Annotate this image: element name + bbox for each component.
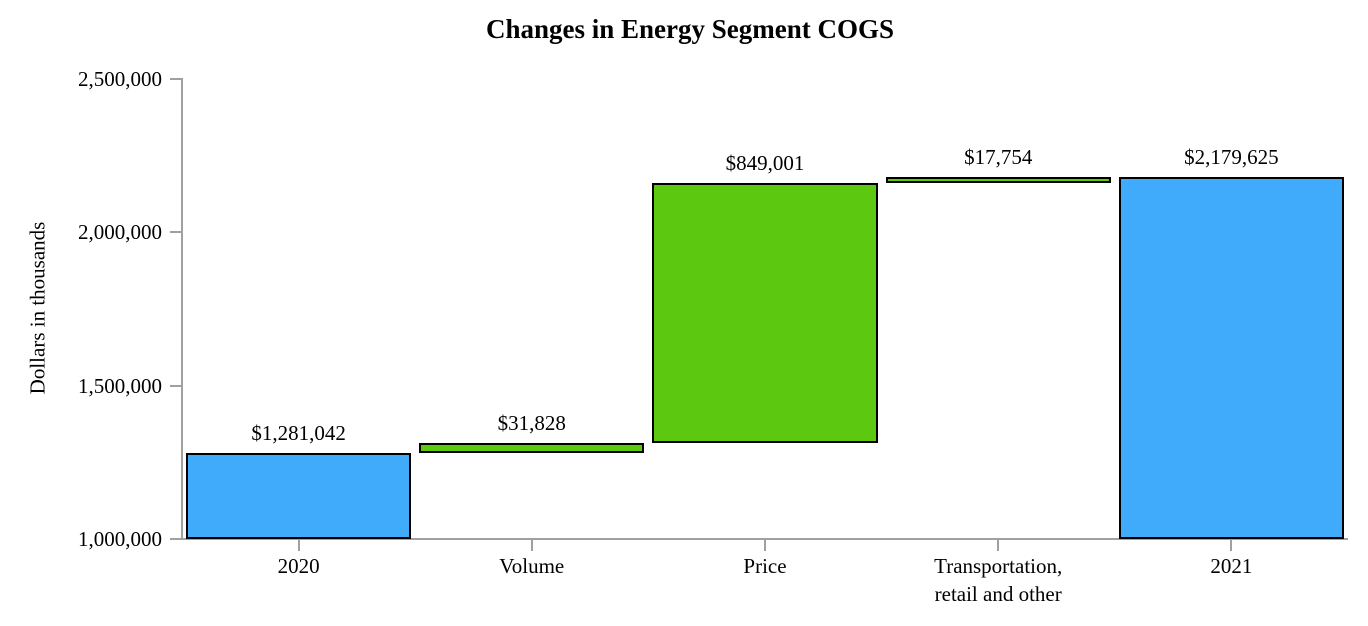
x-tick-mark	[764, 540, 766, 551]
y-tick-mark	[170, 78, 182, 80]
x-category-label-price: Price	[648, 552, 881, 580]
y-tick-mark	[170, 538, 182, 540]
y-tick-label: 2,000,000	[78, 220, 162, 245]
x-category-label-line: Price	[743, 554, 787, 578]
y-tick-label: 2,500,000	[78, 67, 162, 91]
bar-volume	[419, 443, 645, 453]
bar-price	[652, 182, 878, 444]
y-tick-mark	[170, 231, 182, 234]
x-category-label-line: Transportation,	[934, 554, 1063, 578]
bar-value-label-price: $849,001	[725, 150, 805, 175]
x-category-label-2021: 2021	[1115, 552, 1348, 580]
x-category-label-2020: 2020	[182, 552, 415, 580]
x-category-label-transportation-retail-and-other: Transportation, retail and other	[882, 552, 1115, 608]
bar-value-label-2020: $1,281,042	[251, 420, 346, 445]
bar-value-label-transportation-retail-and-other: $17,754	[964, 145, 1033, 170]
bar-2020	[186, 452, 412, 539]
bar-transportation-retail-and-other	[885, 177, 1111, 183]
x-category-label-line: 2021	[1210, 554, 1253, 578]
y-tick-label: 1,000,000	[78, 527, 162, 551]
y-tick-mark	[170, 384, 182, 387]
x-tick-mark	[530, 540, 533, 551]
y-tick-label: 1,500,000	[78, 373, 162, 398]
x-tick-mark	[997, 540, 1000, 551]
y-axis-line	[181, 78, 183, 540]
bar-value-label-volume: $31,828	[497, 411, 566, 436]
bar-2021	[1118, 177, 1344, 539]
bar-value-label-2021: $2,179,625	[1184, 145, 1279, 170]
x-tick-mark	[1230, 540, 1233, 551]
chart-title: Changes in Energy Segment COGS	[485, 14, 895, 44]
x-tick-mark	[297, 540, 300, 551]
x-category-label-volume: Volume	[415, 552, 648, 580]
y-axis-title: Dollars in thousands	[25, 221, 50, 395]
x-category-label-line: 2020	[277, 554, 320, 578]
x-category-label-line: retail and other	[934, 582, 1062, 606]
x-category-label-line: Volume	[499, 554, 565, 578]
x-axis-line	[170, 538, 1348, 540]
